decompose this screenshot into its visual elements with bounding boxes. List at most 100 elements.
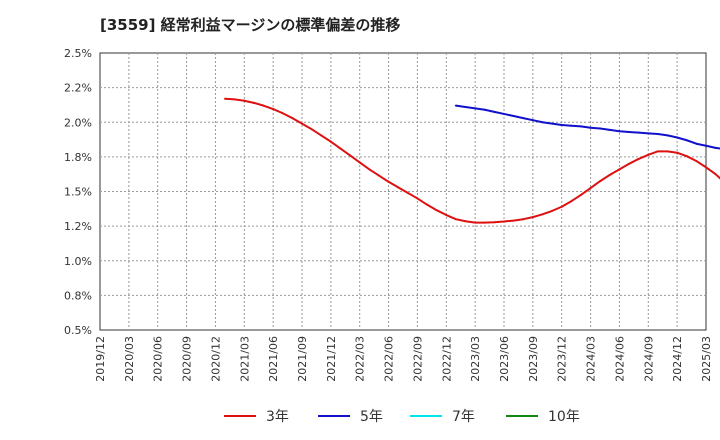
series-0-point bbox=[301, 122, 303, 125]
x-tick-label: 2022/12 bbox=[440, 336, 453, 382]
series-0-point bbox=[397, 186, 400, 189]
y-tick-label: 1.2% bbox=[64, 220, 92, 233]
series-0-point bbox=[233, 98, 236, 101]
series-0-point bbox=[368, 168, 371, 171]
x-tick-label: 2022/09 bbox=[411, 336, 424, 382]
series-0-point bbox=[551, 209, 554, 212]
series-0-point bbox=[512, 219, 515, 222]
y-tick-label: 2.0% bbox=[64, 116, 92, 129]
y-tick-label: 2.5% bbox=[64, 47, 92, 60]
series-1-point bbox=[599, 127, 602, 130]
series-0-point bbox=[252, 101, 255, 104]
series-1-point bbox=[512, 115, 515, 118]
series-0-point bbox=[656, 150, 659, 153]
series-0-point bbox=[695, 160, 698, 163]
y-tick-label: 0.5% bbox=[64, 324, 92, 337]
x-tick-label: 2021/03 bbox=[238, 336, 251, 382]
series-0-point bbox=[714, 173, 717, 176]
x-tick-label: 2024/12 bbox=[671, 336, 684, 382]
series-0-point bbox=[628, 162, 631, 165]
x-tick-label: 2021/12 bbox=[325, 336, 338, 382]
series-0-point bbox=[570, 200, 573, 203]
x-tick-label: 2019/12 bbox=[94, 336, 107, 382]
series-0-point bbox=[339, 147, 342, 150]
series-0-point bbox=[445, 214, 448, 217]
series-0-point bbox=[329, 140, 332, 143]
series-0-point bbox=[560, 205, 563, 208]
series-0-point bbox=[637, 157, 640, 160]
series-1-point bbox=[503, 112, 505, 115]
y-tick-label: 1.0% bbox=[64, 255, 92, 268]
y-tick-label: 1.5% bbox=[64, 186, 92, 199]
legend-label: 7年 bbox=[452, 409, 475, 425]
y-tick-label: 1.8% bbox=[64, 151, 92, 164]
series-0-point bbox=[474, 221, 477, 224]
legend-label: 10年 bbox=[548, 409, 580, 425]
series-0-point bbox=[522, 218, 525, 221]
series-0-point bbox=[666, 150, 669, 153]
series-1-point bbox=[551, 122, 554, 125]
series-1-point bbox=[695, 142, 698, 145]
series-0-point bbox=[531, 216, 534, 219]
series-0-point bbox=[281, 112, 284, 115]
series-0-point bbox=[291, 117, 294, 120]
series-1-point bbox=[705, 144, 707, 147]
series-1-point bbox=[531, 119, 534, 122]
series-1-point bbox=[541, 121, 544, 124]
series-0-point bbox=[416, 197, 419, 200]
x-tick-label: 2023/06 bbox=[498, 336, 511, 382]
series-0-point bbox=[579, 193, 582, 196]
series-0-point bbox=[483, 221, 486, 224]
x-tick-label: 2023/03 bbox=[469, 336, 482, 382]
series-1-point bbox=[714, 146, 717, 149]
series-0-point bbox=[618, 168, 621, 171]
chart-title: [3559] 経常利益マージンの標準偏差の推移 bbox=[100, 16, 401, 34]
series-1-point bbox=[454, 104, 457, 107]
series-0-point bbox=[262, 104, 265, 107]
x-tick-label: 2022/06 bbox=[383, 336, 396, 382]
series-1-point bbox=[676, 136, 679, 139]
x-axis-tick-labels: 2019/12 2020/03 2020/06 2020/09 2020/12 2021/… bbox=[94, 336, 713, 382]
series-1-point bbox=[666, 134, 669, 137]
series-0-point bbox=[272, 108, 275, 111]
series-0-point bbox=[454, 218, 457, 221]
series-1-point bbox=[464, 106, 467, 109]
y-tick-label: 0.8% bbox=[64, 289, 92, 302]
x-tick-label: 2020/09 bbox=[181, 336, 194, 382]
y-tick-label: 2.2% bbox=[64, 82, 92, 95]
series-0-point bbox=[647, 153, 650, 156]
x-tick-label: 2025/03 bbox=[700, 336, 713, 382]
series-1-point bbox=[608, 128, 611, 131]
series-0-point bbox=[589, 187, 592, 190]
plot-area bbox=[99, 52, 707, 331]
series-0-point bbox=[406, 191, 409, 194]
series-0-point bbox=[503, 220, 505, 223]
series-1-point bbox=[560, 124, 563, 127]
series-0-point bbox=[387, 180, 390, 183]
x-tick-label: 2020/03 bbox=[123, 336, 136, 382]
series-1-point bbox=[618, 130, 621, 133]
series-0-point bbox=[676, 151, 679, 154]
series-1-point bbox=[570, 124, 573, 127]
series-1-point bbox=[589, 126, 592, 129]
series-0-point bbox=[685, 155, 688, 158]
series-0-point bbox=[320, 134, 323, 137]
x-tick-label: 2020/12 bbox=[209, 336, 222, 382]
series-0-point bbox=[599, 180, 602, 183]
series-0-point bbox=[377, 174, 380, 177]
series-0-point bbox=[608, 173, 611, 176]
series-0-point bbox=[493, 221, 496, 224]
series-0-point bbox=[310, 128, 313, 131]
x-tick-label: 2021/06 bbox=[267, 336, 280, 382]
series-1-point bbox=[579, 125, 582, 128]
series-0-point bbox=[243, 99, 246, 102]
legend-label: 3年 bbox=[266, 409, 289, 425]
x-tick-label: 2022/03 bbox=[354, 336, 367, 382]
series-1-point bbox=[647, 132, 650, 135]
legend: 3年 5年 7年 10年 bbox=[224, 409, 580, 425]
x-tick-label: 2023/09 bbox=[527, 336, 540, 382]
series-0-point bbox=[426, 203, 429, 206]
series-0-point bbox=[358, 161, 361, 164]
x-tick-label: 2020/06 bbox=[152, 336, 165, 382]
